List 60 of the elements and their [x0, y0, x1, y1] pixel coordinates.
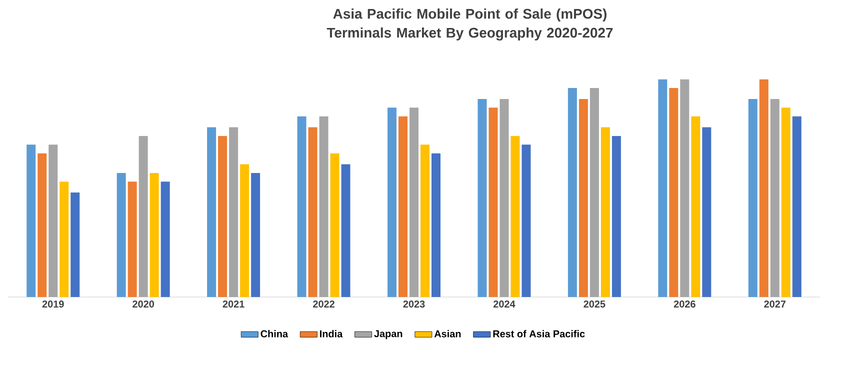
bar: [691, 116, 700, 297]
bar: [60, 182, 69, 297]
x-tick-label: 2022: [313, 300, 334, 308]
x-tick-label: 2027: [764, 300, 786, 308]
bar: [240, 164, 250, 297]
bar: [432, 153, 440, 297]
bar: [410, 108, 418, 297]
x-tick-label: 2024: [493, 300, 516, 308]
bar: [792, 116, 802, 297]
bar: [488, 108, 498, 297]
bar: [128, 182, 137, 297]
bar: [658, 79, 668, 297]
bar: [590, 88, 599, 297]
legend-label: Rest of Asia Pacific: [493, 330, 585, 338]
bar: [26, 144, 36, 297]
bar: [759, 79, 768, 297]
bar: [160, 182, 170, 297]
bar: [308, 127, 318, 297]
bar: [478, 98, 487, 297]
x-tick-label: 2019: [42, 300, 64, 308]
bar: [748, 98, 758, 297]
bar: [420, 144, 430, 297]
x-tick-label: 2023: [403, 300, 425, 308]
bar: [116, 172, 126, 297]
legend-label: India: [320, 330, 343, 338]
bar: [341, 164, 350, 297]
bar: [600, 127, 610, 297]
x-tick-label: 2025: [584, 300, 606, 308]
bar: [669, 88, 678, 297]
x-tick-label: 2026: [674, 300, 696, 308]
legend-label: China: [260, 330, 288, 338]
bar: [568, 88, 577, 297]
bar: [500, 98, 509, 297]
bar: [150, 172, 159, 297]
bar: [207, 127, 216, 297]
bar: [251, 172, 260, 297]
bar: [48, 144, 58, 297]
bar: [612, 136, 621, 297]
bar: [297, 116, 306, 297]
bar: [522, 144, 531, 297]
chart-title: Asia Pacific Mobile Point of Sale (mPOS) Terminals Market By Geography 2020-2027: [326, 8, 613, 41]
bar: [319, 116, 328, 297]
bar: [770, 98, 780, 297]
bar: [138, 136, 148, 297]
x-tick-label: 2020: [132, 300, 154, 308]
bar: [229, 127, 238, 297]
bar: [781, 108, 790, 297]
bar: [38, 153, 47, 297]
bar: [578, 98, 588, 297]
bar: [398, 116, 408, 297]
bar: [388, 108, 396, 297]
x-tick-label: 2021: [222, 300, 244, 308]
bar: [510, 136, 520, 297]
legend-label: Asian: [434, 330, 461, 338]
bar: [70, 192, 80, 297]
bar: [680, 79, 690, 297]
bar: [330, 153, 340, 297]
legend-label: Japan: [374, 330, 402, 340]
bar: [702, 127, 712, 297]
bar: [218, 136, 228, 297]
